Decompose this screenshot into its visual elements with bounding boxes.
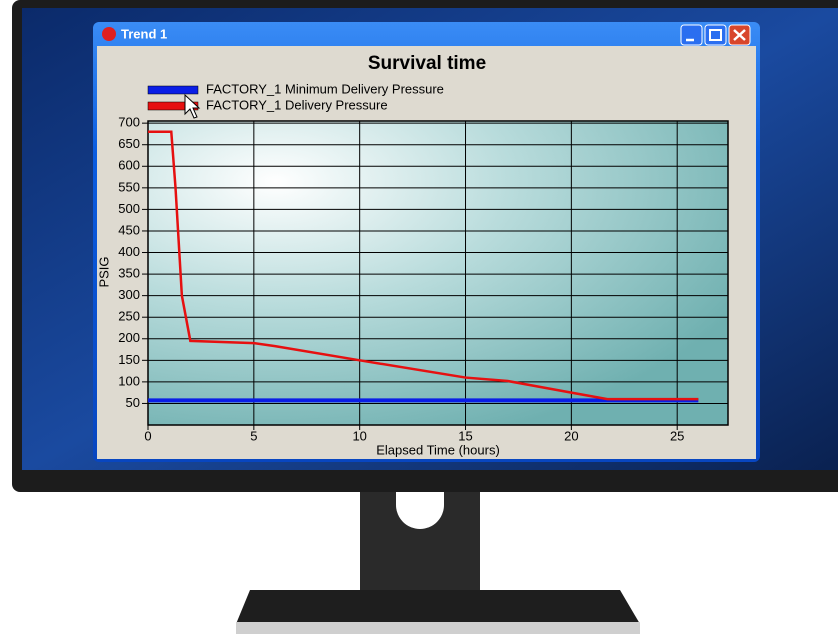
mouse-cursor [184,93,201,119]
y-tick-label: 50 [126,395,140,410]
y-tick-label: 700 [118,115,140,130]
legend-swatch [147,85,199,95]
legend-swatch [147,101,199,111]
y-tick-label: 500 [118,201,140,216]
y-tick-label: 600 [118,158,140,173]
x-axis-label: Elapsed Time (hours) [376,442,500,457]
monitor-stand [236,488,640,634]
maximize-button[interactable] [704,24,727,46]
y-tick-label: 250 [118,309,140,324]
y-tick-label: 200 [118,330,140,345]
x-tick-label: 25 [670,428,684,443]
chart-title: Survival time [368,53,486,74]
legend-label: FACTORY_1 Minimum Delivery Pressure [206,81,444,96]
plot-border [147,120,729,426]
app-icon [102,27,116,41]
y-tick-label: 400 [118,244,140,259]
y-tick-label: 350 [118,266,140,281]
x-tick-label: 20 [564,428,578,443]
y-tick-label: 550 [118,179,140,194]
x-tick-label: 10 [352,428,366,443]
y-tick-label: 150 [118,352,140,367]
x-tick-label: 15 [458,428,472,443]
window-title: Trend 1 [121,26,167,41]
y-tick-label: 300 [118,287,140,302]
y-tick-label: 100 [118,373,140,388]
y-tick-label: 450 [118,222,140,237]
x-tick-label: 5 [250,428,257,443]
legend-label: FACTORY_1 Delivery Pressure [206,97,388,112]
y-axis-label: PSIG [96,256,111,287]
minimize-button[interactable] [680,24,703,46]
x-tick-label: 0 [144,428,151,443]
y-tick-label: 650 [118,136,140,151]
series-line [148,130,699,401]
